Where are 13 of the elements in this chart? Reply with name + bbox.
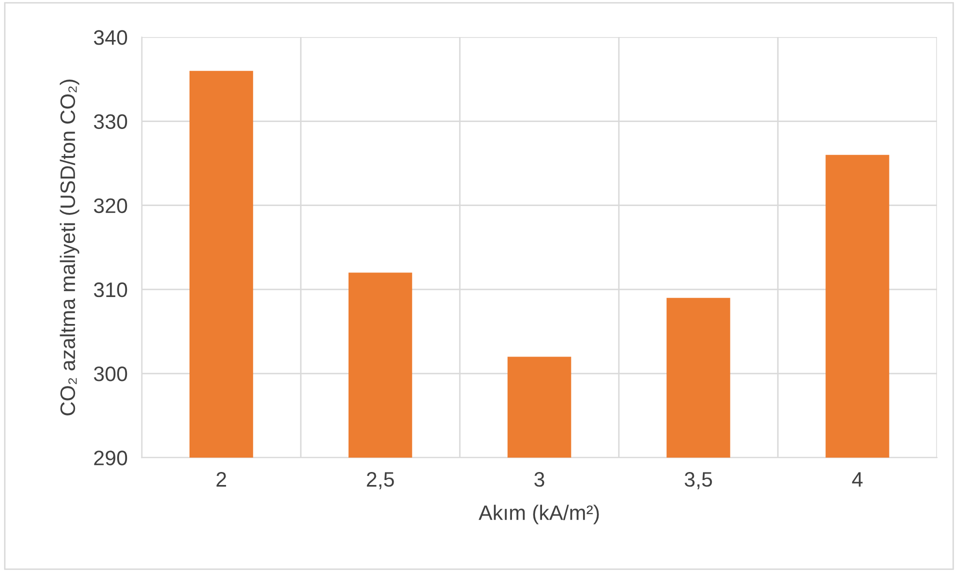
x-tick-label: 3,5 bbox=[684, 472, 712, 490]
y-tick-label: 320 bbox=[94, 198, 128, 214]
y-tick-label: 330 bbox=[94, 114, 128, 130]
y-axis-title: CO₂ azaltma maliyeti (USD/ton CO₂) bbox=[60, 80, 80, 416]
x-tick-label: 2 bbox=[216, 472, 226, 487]
y-tick-label: 340 bbox=[94, 30, 128, 45]
x-tick-label: 3 bbox=[534, 472, 544, 487]
x-tick-label: 2,5 bbox=[366, 472, 394, 490]
x-tick-label: 4 bbox=[852, 472, 863, 487]
x-axis-title: Akım (kA/m²) bbox=[478, 504, 599, 524]
y-tick-label: 310 bbox=[94, 282, 128, 298]
y-tick-label: 290 bbox=[94, 450, 128, 466]
y-tick-label: 300 bbox=[94, 366, 128, 382]
